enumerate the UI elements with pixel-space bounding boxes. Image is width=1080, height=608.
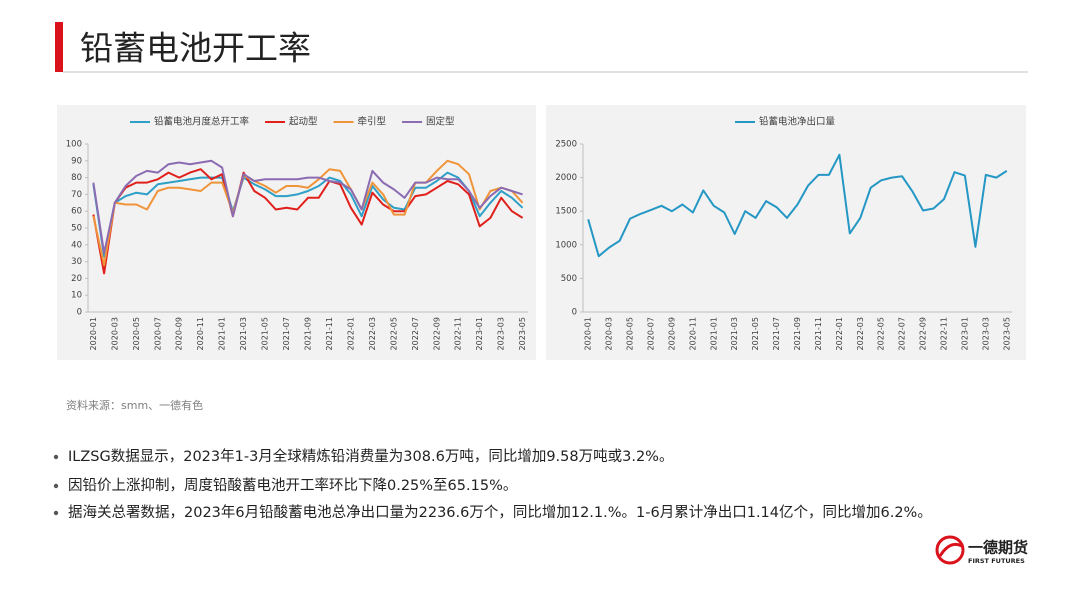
x-tick-label: 2022-05 (389, 317, 398, 350)
y-tick-label: 100 (66, 140, 82, 150)
y-tick-label: 50 (71, 224, 82, 234)
x-tick-label: 2022-11 (939, 317, 948, 350)
legend-label: 铅蓄电池净出口量 (759, 116, 836, 128)
x-tick-label: 2021-05 (261, 317, 270, 350)
x-tick-label: 2023-05 (518, 317, 527, 350)
x-tick-label: 2021-07 (772, 317, 781, 350)
x-tick-label: 2021-01 (218, 317, 227, 350)
x-tick-label: 2020-01 (89, 317, 98, 350)
logo-english: FIRST FUTURES (968, 557, 1025, 565)
x-tick-label: 2022-03 (856, 317, 865, 350)
x-tick-label: 2022-11 (454, 317, 463, 350)
y-tick-label: 2500 (555, 140, 577, 150)
x-tick-label: 2021-09 (793, 317, 802, 350)
bullet-list: ILZSG数据显示，2023年1-3月全球精炼铅消费量为308.6万吨，同比增加… (53, 447, 932, 521)
x-tick-label: 2023-05 (1002, 317, 1011, 350)
y-tick-label: 80 (71, 173, 82, 183)
source-note: 资料来源：smm、一德有色 (66, 398, 203, 412)
x-tick-label: 2020-09 (175, 317, 184, 350)
x-tick-label: 2020-03 (605, 317, 614, 350)
title-accent (55, 22, 63, 72)
x-tick-label: 2021-01 (709, 317, 718, 350)
logo: 一德期货 FIRST FUTURES (935, 535, 1028, 565)
slide-title: 铅蓄电池开工率 (80, 29, 311, 68)
x-tick-label: 2022-07 (898, 317, 907, 350)
logo-icon (938, 542, 963, 557)
logo-name: 一德期货 (968, 539, 1028, 557)
x-tick-label: 2022-03 (368, 317, 377, 350)
x-tick-label: 2020-07 (647, 317, 656, 350)
series-line (587, 153, 1008, 258)
x-tick-label: 2022-09 (432, 317, 441, 350)
x-tick-label: 2022-05 (877, 317, 886, 350)
x-tick-label: 2022-01 (346, 317, 355, 350)
x-tick-label: 2021-09 (304, 317, 313, 350)
x-tick-label: 2020-01 (584, 317, 593, 350)
x-tick-label: 2023-03 (497, 317, 506, 350)
x-tick-label: 2021-03 (730, 317, 739, 350)
x-tick-label: 2022-01 (835, 317, 844, 350)
y-tick-label: 0 (77, 308, 82, 318)
x-tick-label: 2022-09 (919, 317, 928, 350)
series-line (92, 168, 524, 275)
logo-icon (935, 535, 965, 565)
legend-label: 固定型 (426, 116, 455, 128)
legend-label: 起动型 (289, 117, 318, 128)
x-tick-label: 2021-11 (814, 317, 823, 350)
x-tick-label: 2023-01 (960, 317, 969, 350)
x-tick-label: 2020-11 (688, 317, 697, 350)
series-line (92, 159, 524, 266)
x-tick-label: 2021-05 (751, 317, 760, 350)
y-tick-label: 0 (572, 308, 577, 318)
bullet-text: 据海关总署数据，2023年6月铅酸蓄电池总净出口量为2236.6万个，同比增加1… (68, 504, 932, 521)
bullet-dot (53, 483, 59, 489)
legend-label: 牵引型 (358, 117, 387, 128)
y-tick-label: 20 (71, 274, 82, 284)
y-tick-label: 40 (71, 240, 82, 250)
x-tick-label: 2021-03 (239, 317, 248, 350)
x-tick-label: 2022-07 (411, 317, 420, 350)
x-tick-label: 2020-07 (153, 317, 162, 350)
bullet-text: ILZSG数据显示，2023年1-3月全球精炼铅消费量为308.6万吨，同比增加… (68, 447, 673, 465)
x-tick-label: 2023-03 (981, 317, 990, 350)
y-tick-label: 500 (561, 274, 577, 284)
bullet-text: 因铅价上涨抑制，周度铅酸蓄电池开工率环比下降0.25%至65.15%。 (68, 477, 517, 494)
series-line (92, 159, 523, 255)
y-tick-label: 1000 (555, 240, 577, 250)
y-tick-label: 60 (71, 207, 82, 217)
x-tick-label: 2020-09 (667, 317, 676, 350)
y-tick-label: 90 (71, 156, 82, 166)
bullet-dot (53, 454, 59, 460)
x-tick-label: 2020-03 (110, 317, 119, 350)
legend-label: 铅蓄电池月度总开工率 (154, 116, 250, 128)
y-tick-label: 2000 (555, 173, 577, 183)
bullet-dot (53, 510, 59, 516)
x-tick-label: 2021-11 (325, 317, 334, 350)
x-tick-label: 2020-11 (196, 317, 205, 350)
chart-panel (546, 105, 1026, 360)
x-tick-label: 2021-07 (282, 317, 291, 350)
x-tick-label: 2023-01 (475, 317, 484, 350)
y-tick-label: 70 (71, 190, 82, 200)
x-tick-label: 2020-05 (626, 317, 635, 350)
y-tick-label: 30 (71, 257, 82, 267)
y-tick-label: 10 (71, 291, 82, 301)
chart-panel (57, 105, 536, 360)
series-line (92, 171, 524, 258)
y-tick-label: 1500 (555, 207, 577, 217)
x-tick-label: 2020-05 (132, 317, 141, 350)
